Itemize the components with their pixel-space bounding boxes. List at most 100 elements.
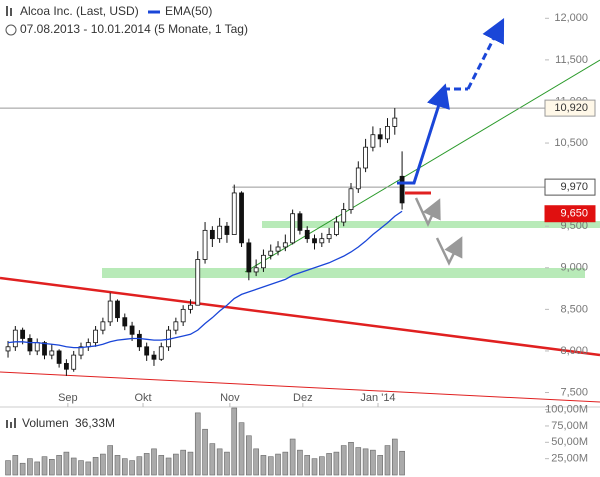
candle-body bbox=[282, 242, 288, 248]
volume-bar bbox=[246, 435, 252, 476]
volume-bar bbox=[384, 445, 391, 476]
support-band bbox=[102, 268, 585, 278]
volume-bar bbox=[5, 460, 11, 476]
candle-body bbox=[290, 213, 296, 244]
candle-body bbox=[348, 188, 354, 210]
candle-body bbox=[239, 192, 244, 244]
volume-bar bbox=[114, 455, 121, 476]
volume-bar bbox=[362, 448, 369, 476]
volume-bar bbox=[319, 456, 325, 476]
annotations bbox=[397, 17, 505, 266]
trend-line bbox=[0, 371, 600, 403]
candle-body bbox=[122, 317, 128, 327]
volume-bar bbox=[391, 438, 398, 476]
scenario-arrow bbox=[414, 197, 441, 227]
volume-bar bbox=[34, 461, 41, 476]
candle-body bbox=[144, 346, 150, 356]
volume-bar bbox=[165, 457, 172, 476]
volume-bar bbox=[224, 451, 230, 476]
candle-body bbox=[319, 238, 325, 244]
subtitle: 07.08.2013 - 10.01.2014 (5 Monate, 1 Tag… bbox=[20, 22, 248, 36]
candle-icon bbox=[6, 6, 8, 16]
candle-body bbox=[341, 209, 347, 223]
candle-body bbox=[100, 321, 106, 331]
volume-bar bbox=[158, 455, 165, 476]
volume-bar bbox=[187, 451, 194, 476]
forecast-arrow bbox=[397, 83, 450, 185]
candle-body bbox=[385, 126, 390, 140]
candle-body bbox=[12, 329, 18, 348]
volume-bar bbox=[180, 449, 186, 476]
volume-bar bbox=[333, 451, 340, 476]
price-label: 9,650 bbox=[560, 208, 588, 220]
volume-icon bbox=[6, 420, 8, 428]
ema-line bbox=[7, 210, 403, 349]
volume-bar bbox=[399, 450, 405, 476]
volume-bar bbox=[41, 456, 48, 476]
candle-body bbox=[136, 333, 142, 348]
candle-body bbox=[195, 259, 201, 306]
price-label-box bbox=[544, 205, 596, 223]
volume-bar bbox=[370, 449, 376, 476]
volume-bar bbox=[326, 453, 332, 476]
candle-body bbox=[261, 254, 266, 269]
candle-body bbox=[5, 346, 11, 352]
candle-body bbox=[231, 192, 237, 235]
candle-body bbox=[129, 325, 135, 335]
candle-body bbox=[399, 175, 405, 204]
volume-bar bbox=[282, 451, 289, 476]
volume-bar bbox=[289, 438, 296, 476]
candle-body bbox=[377, 134, 383, 140]
volume-bar bbox=[267, 456, 274, 476]
annotations bbox=[0, 59, 600, 403]
volume-bar bbox=[56, 455, 62, 476]
candle-body bbox=[56, 350, 62, 364]
support-band bbox=[262, 221, 600, 228]
volume-tick-label: 50,00M bbox=[551, 436, 588, 448]
volume-bar bbox=[304, 455, 311, 476]
y-tick-label: 7,500 bbox=[560, 386, 588, 398]
price-label: 9,970 bbox=[560, 181, 588, 193]
volume-bar bbox=[143, 453, 150, 476]
candle-body bbox=[297, 213, 303, 231]
candle-body bbox=[209, 229, 215, 240]
legend: Alcoa Inc. (Last, USD) EMA(50) 07.08.201… bbox=[5, 4, 248, 430]
candle-icon bbox=[10, 8, 12, 16]
volume-title: Volumen bbox=[22, 416, 69, 430]
volume-last: 36,33M bbox=[75, 416, 115, 430]
candle-body bbox=[370, 134, 376, 148]
volume-tick-label: 25,00M bbox=[551, 453, 588, 465]
trend-line bbox=[244, 59, 600, 273]
volume-bar bbox=[238, 422, 245, 476]
candle-body bbox=[151, 354, 157, 360]
y-tick-label: 9,500 bbox=[560, 220, 588, 232]
candle-body bbox=[42, 342, 47, 356]
volume-bar bbox=[100, 453, 106, 476]
candle-body bbox=[158, 346, 164, 360]
x-tick-label: Dez bbox=[293, 392, 313, 404]
candle-body bbox=[188, 304, 193, 310]
price-label-box bbox=[544, 178, 596, 196]
legend-label: Alcoa Inc. (Last, USD) bbox=[20, 4, 139, 18]
volume-bar bbox=[151, 448, 157, 476]
y-tick-label: 11,500 bbox=[555, 54, 588, 66]
y-tick-label: 9,000 bbox=[560, 262, 588, 274]
volume-bar bbox=[85, 461, 92, 476]
candle-body bbox=[107, 300, 113, 323]
price-label: 10,920 bbox=[554, 102, 588, 114]
candle-body bbox=[363, 146, 368, 169]
volume-bar bbox=[275, 453, 281, 476]
volume-bar bbox=[63, 451, 70, 476]
volume-bar bbox=[202, 428, 208, 476]
volume-bar bbox=[78, 460, 84, 476]
volume-bar bbox=[136, 456, 143, 476]
volume-bar bbox=[297, 449, 303, 476]
candle-body bbox=[20, 329, 26, 339]
x-tick-label: Jan '14 bbox=[360, 392, 395, 404]
volume-bar bbox=[19, 462, 26, 476]
x-tick-label: Sep bbox=[58, 392, 78, 404]
volume-bar bbox=[27, 458, 33, 476]
candle-body bbox=[202, 229, 208, 260]
volume-icon bbox=[10, 422, 12, 428]
